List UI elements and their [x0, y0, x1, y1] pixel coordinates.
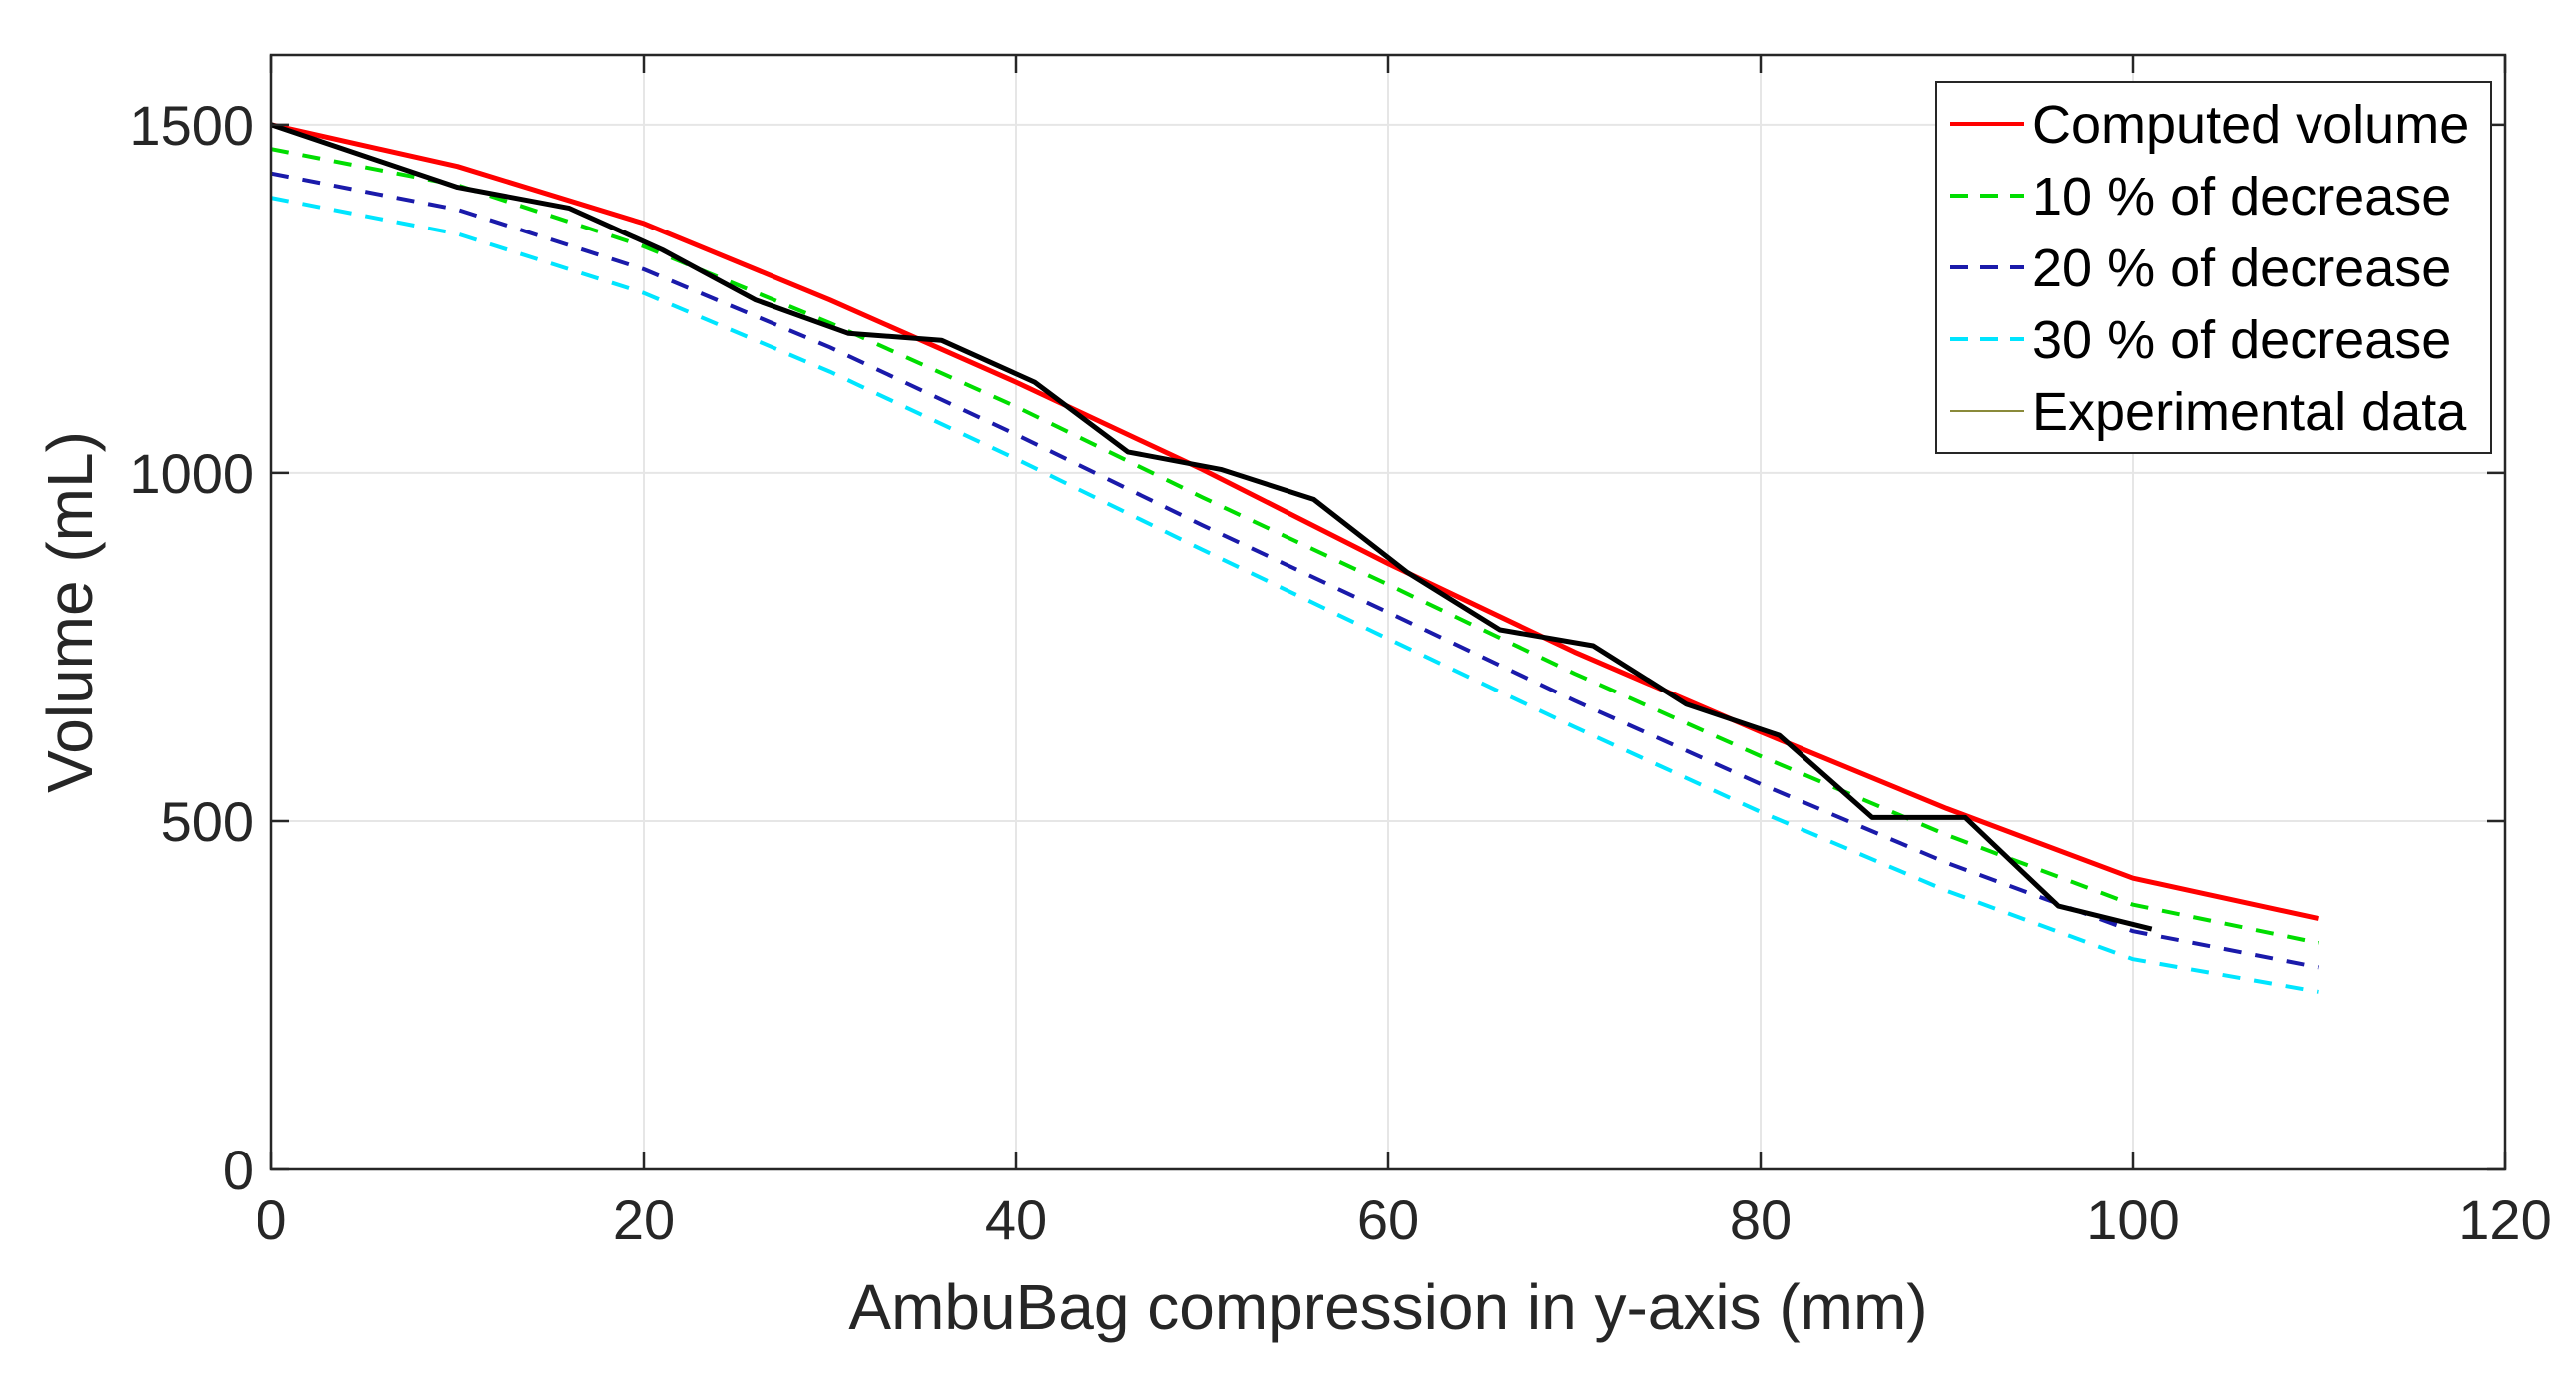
series-layer [270, 122, 2320, 994]
y-tick-label: 1500 [129, 94, 254, 157]
series-line-20-of-decrease [270, 171, 2319, 970]
legend-label: 10 % of decrease [2032, 167, 2451, 227]
y-tick-label: 1000 [129, 442, 254, 505]
x-tick-label: 100 [2086, 1188, 2179, 1251]
legend-label: Computed volume [2032, 95, 2469, 155]
y-tick-label: 0 [223, 1139, 254, 1201]
series-line-experimental-data [270, 122, 2153, 932]
tick-labels: 0 20 40 60 80 100 120 0 500 1000 1500 [129, 94, 2551, 1251]
x-tick-label: 60 [1357, 1188, 1419, 1251]
x-tick-label: 120 [2458, 1188, 2551, 1251]
legend-box [1935, 81, 2492, 454]
x-tick-label: 40 [985, 1188, 1047, 1251]
x-axis-label: AmbuBag compression in y-axis (mm) [848, 1271, 1927, 1343]
legend-label: Experimental data [2032, 382, 2467, 442]
x-tick-label: 20 [613, 1188, 675, 1251]
legend-label: 30 % of decrease [2032, 310, 2451, 370]
y-tick-label: 500 [161, 790, 254, 853]
x-tick-label: 80 [1730, 1188, 1792, 1251]
series-line-computed-volume [270, 122, 2320, 922]
legend: Computed volume 10 % of decrease 20 % of d… [1935, 81, 2492, 454]
series-line-30-of-decrease [270, 196, 2319, 994]
y-axis-label: Volume (mL) [34, 431, 106, 793]
axes [269, 53, 2507, 1171]
x-tick-label: 0 [256, 1188, 286, 1251]
legend-label: 20 % of decrease [2032, 238, 2451, 298]
series-line-10-of-decrease [270, 147, 2319, 946]
